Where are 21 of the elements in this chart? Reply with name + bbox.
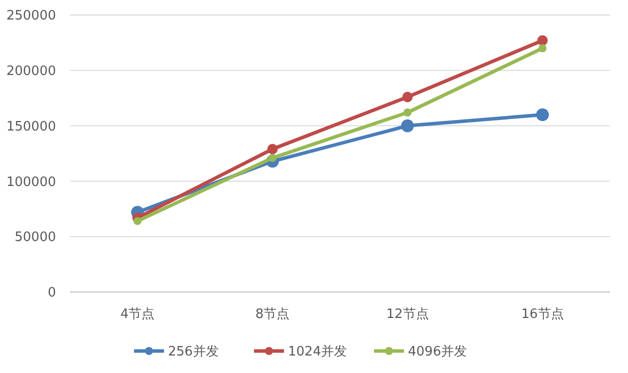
y-tick-label: 0 [48, 286, 56, 301]
y-tick-label: 200000 [6, 64, 56, 79]
point [401, 119, 414, 132]
point [402, 92, 413, 102]
point [404, 108, 412, 117]
point [537, 35, 548, 46]
legend-label: 4096并发 [408, 344, 468, 360]
x-tick-label: 16节点 [521, 307, 564, 322]
x-tick-label: 8节点 [255, 307, 290, 322]
point [267, 144, 278, 154]
point [538, 44, 546, 52]
y-tick-label: 250000 [6, 8, 56, 24]
point [134, 217, 142, 226]
point [536, 108, 549, 122]
y-tick-label: 50000 [14, 230, 56, 246]
x-tick-label: 12节点 [386, 307, 429, 322]
legend-label: 256并发 [168, 344, 219, 360]
x-tick-label: 4节点 [120, 307, 155, 322]
legend-label: 1024并发 [288, 344, 348, 360]
y-tick-label: 150000 [6, 119, 56, 134]
y-tick-label: 100000 [6, 174, 56, 190]
